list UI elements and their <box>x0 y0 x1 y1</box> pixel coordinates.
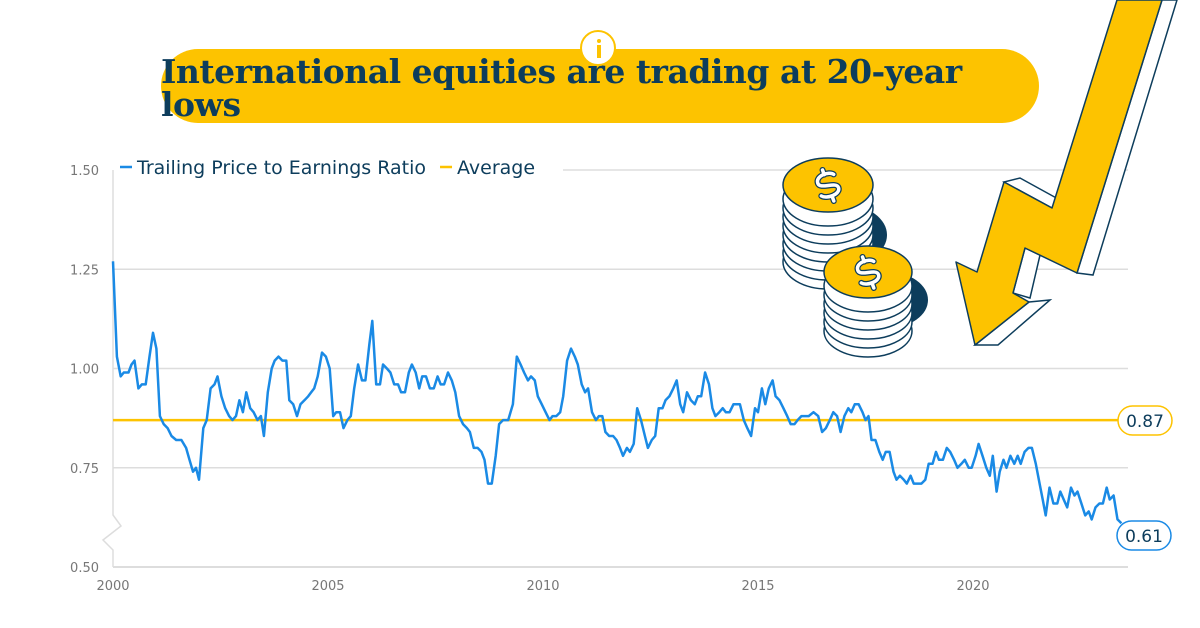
y-tick-label: 1.50 <box>70 164 99 179</box>
y-axis-ticks: 0.50 0.75 1.00 1.25 1.50 <box>70 164 99 576</box>
legend: Trailing Price to Earnings Ratio Average <box>120 157 535 179</box>
arrow-icon <box>955 0 1163 346</box>
y-tick-label: 0.50 <box>70 561 99 576</box>
info-icon-dot <box>597 39 601 43</box>
y-axis-break <box>101 170 123 567</box>
x-tick-label: 2015 <box>741 579 774 594</box>
x-tick-label: 2020 <box>956 579 989 594</box>
y-tick-label: 1.25 <box>70 263 99 278</box>
legend-label-average: Average <box>457 157 535 179</box>
x-axis-ticks: 2000 2005 2010 2015 2020 <box>96 579 989 594</box>
coin-stack <box>823 245 913 358</box>
y-tick-label: 1.00 <box>70 363 99 378</box>
dollar-icon <box>814 166 842 204</box>
pe-end-label: 0.61 <box>1116 520 1172 551</box>
info-icon[interactable] <box>580 30 616 66</box>
average-value-label: 0.87 <box>1126 412 1164 432</box>
pe-ratio-line <box>111 261 1123 525</box>
average-end-label: 0.87 <box>1117 405 1173 436</box>
pe-value-label: 0.61 <box>1125 527 1163 547</box>
coins-illustration <box>782 157 928 358</box>
average-label-pill <box>1117 405 1173 436</box>
pe-label-pill <box>1116 520 1172 551</box>
x-tick-label: 2010 <box>526 579 559 594</box>
x-tick-label: 2005 <box>311 579 344 594</box>
y-tick-label: 0.75 <box>70 462 99 477</box>
legend-label-pe: Trailing Price to Earnings Ratio <box>136 157 426 179</box>
axes <box>101 170 1128 568</box>
info-icon-bar <box>597 45 601 58</box>
chart-title: International equities are trading at 20… <box>161 52 962 124</box>
x-tick-label: 2000 <box>96 579 129 594</box>
dollar-icon <box>854 253 882 291</box>
down-arrow-illustration <box>955 0 1178 346</box>
